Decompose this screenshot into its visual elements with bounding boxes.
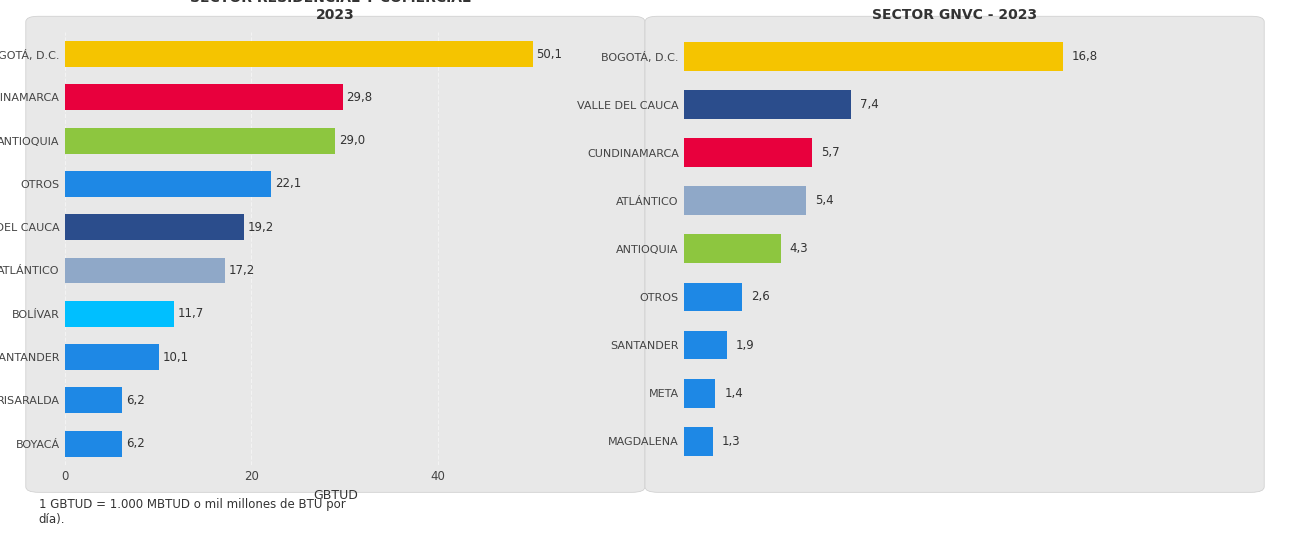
Text: 10,1: 10,1 xyxy=(163,351,188,364)
Bar xyxy=(64,128,335,154)
Bar xyxy=(684,234,780,263)
Bar xyxy=(684,42,1063,71)
Text: 1,3: 1,3 xyxy=(722,435,740,448)
Bar xyxy=(64,301,174,327)
Bar xyxy=(64,387,123,413)
Bar xyxy=(64,214,244,240)
Text: 1,4: 1,4 xyxy=(725,387,743,400)
Text: 4,3: 4,3 xyxy=(789,242,809,255)
Text: 17,2: 17,2 xyxy=(228,264,255,277)
Text: 29,8: 29,8 xyxy=(347,91,373,104)
Text: 16,8: 16,8 xyxy=(1072,50,1098,63)
Bar xyxy=(64,344,159,370)
Bar xyxy=(684,90,851,119)
Text: 11,7: 11,7 xyxy=(178,307,204,320)
Bar xyxy=(684,282,743,312)
Text: 5,7: 5,7 xyxy=(822,146,840,159)
Bar xyxy=(684,186,805,215)
Bar xyxy=(64,431,123,457)
Bar xyxy=(64,258,226,283)
Bar xyxy=(64,84,343,110)
Text: 1,9: 1,9 xyxy=(735,339,755,352)
Text: 2,6: 2,6 xyxy=(751,291,770,304)
Title: SECTOR GNVC - 2023: SECTOR GNVC - 2023 xyxy=(872,8,1037,22)
Text: 6,2: 6,2 xyxy=(126,437,144,450)
Text: 29,0: 29,0 xyxy=(339,134,365,147)
Bar xyxy=(684,331,726,359)
X-axis label: GBTUD: GBTUD xyxy=(313,489,357,502)
Bar xyxy=(684,427,713,456)
Title: SECTOR RESIDENCIAL Y COMERCIAL -
2023: SECTOR RESIDENCIAL Y COMERCIAL - 2023 xyxy=(190,0,481,22)
Text: 1 GBTUD = 1.000 MBTUD o mil millones de BTU por
día).: 1 GBTUD = 1.000 MBTUD o mil millones de … xyxy=(39,498,346,526)
Text: 7,4: 7,4 xyxy=(860,98,878,111)
Bar xyxy=(64,171,271,197)
Text: 19,2: 19,2 xyxy=(248,221,273,234)
Bar xyxy=(64,41,533,67)
Text: 50,1: 50,1 xyxy=(537,48,562,61)
Bar xyxy=(684,138,813,167)
Text: 5,4: 5,4 xyxy=(815,194,833,207)
Text: 6,2: 6,2 xyxy=(126,394,144,407)
Text: 22,1: 22,1 xyxy=(275,177,301,190)
Bar xyxy=(684,379,715,407)
